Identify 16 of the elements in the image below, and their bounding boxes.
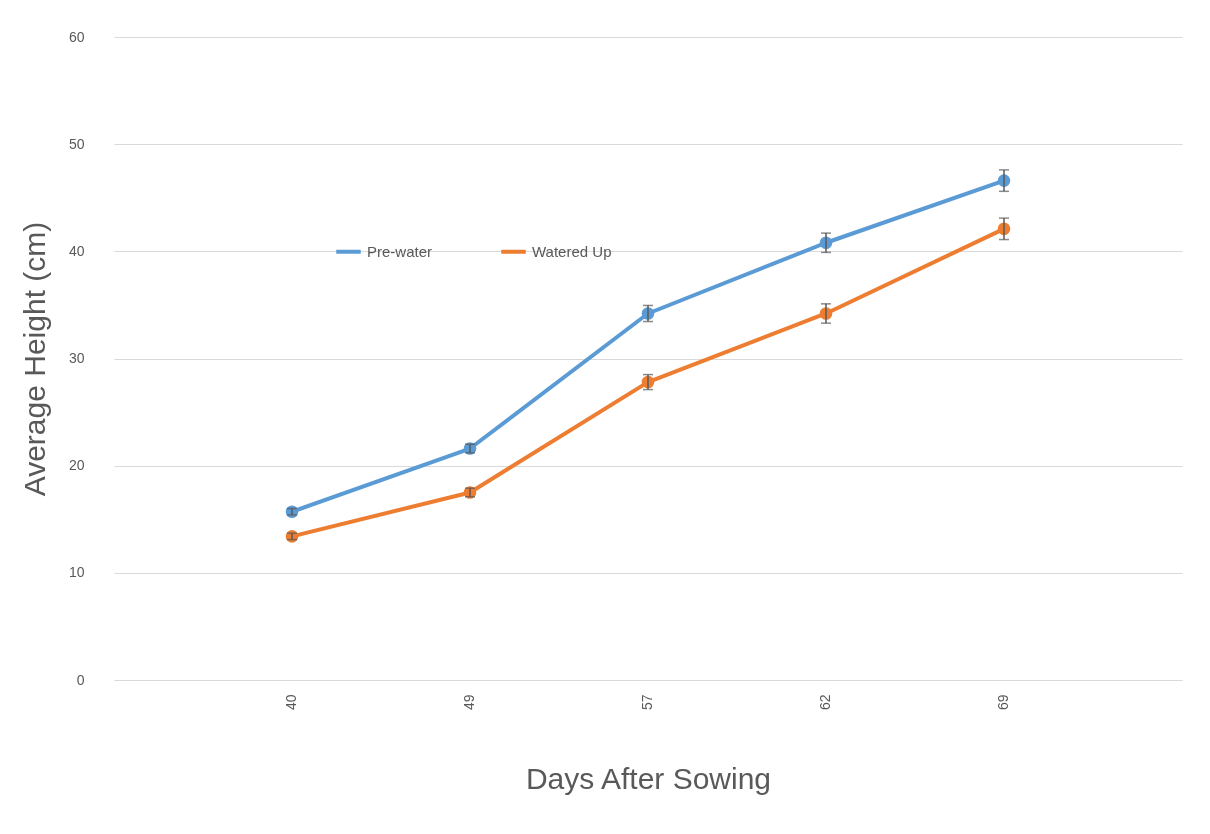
x-tick-label: 49 [461,694,477,711]
legend-label: Watered Up [532,242,612,260]
x-axis-title: Days After Sowing [525,762,772,796]
y-tick-label: 10 [68,564,85,581]
y-tick-label: 20 [68,457,85,474]
y-tick-label: 50 [68,135,85,152]
legend-label: Pre-water [367,242,433,260]
y-axis-title: Average Height (cm) [17,221,51,497]
x-tick-label: 57 [639,694,655,711]
y-tick-label: 0 [76,671,85,688]
x-tick-label: 40 [283,694,299,711]
x-tick-label: 69 [995,694,1011,711]
x-tick-label: 62 [817,694,833,711]
y-tick-label: 30 [68,350,85,366]
y-tick-label: 60 [68,28,85,45]
y-tick-label: 40 [68,242,85,259]
